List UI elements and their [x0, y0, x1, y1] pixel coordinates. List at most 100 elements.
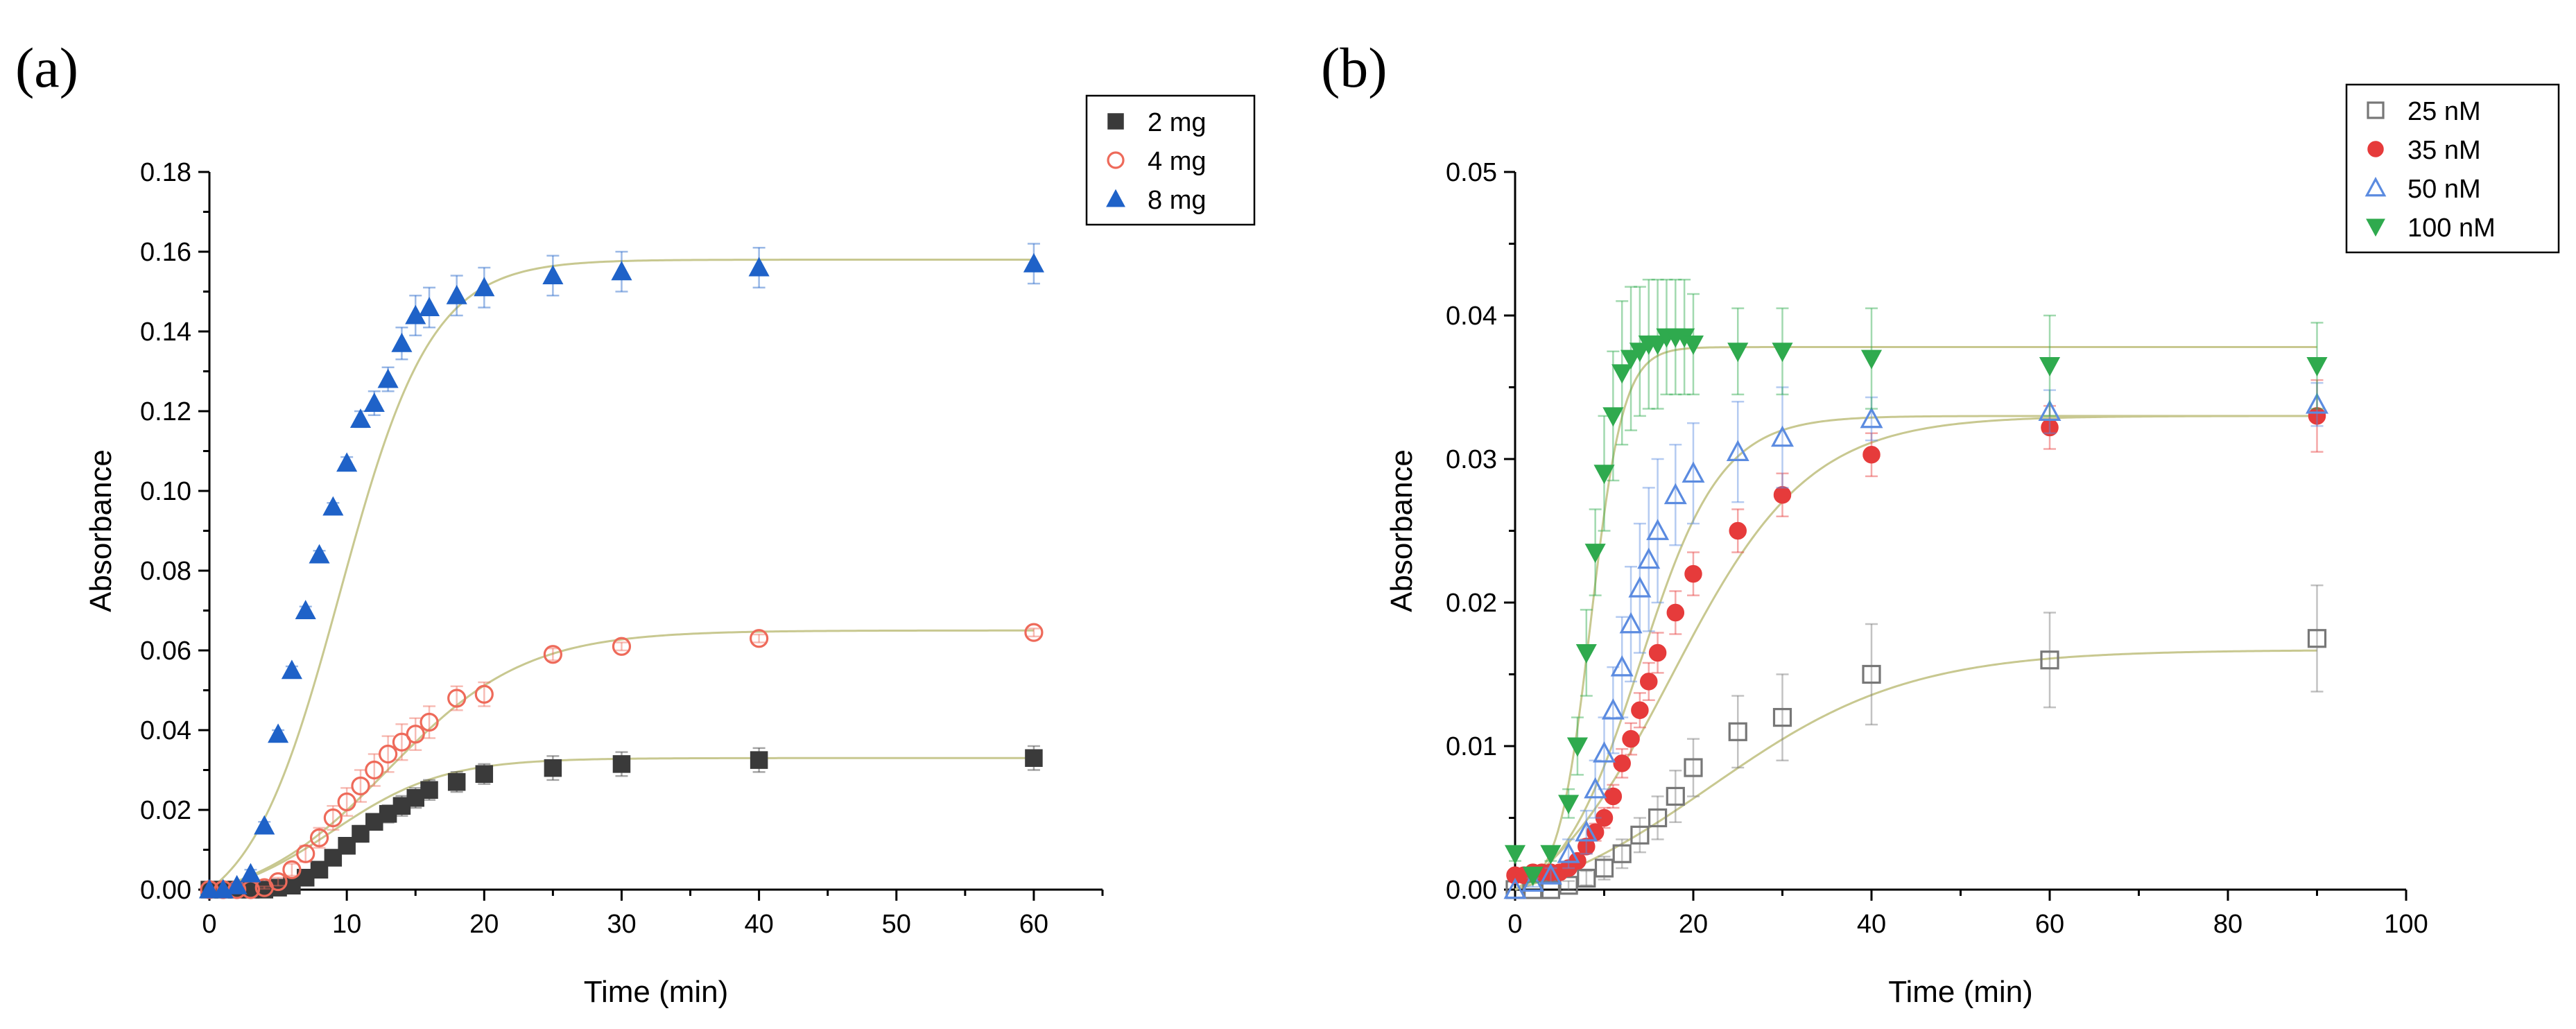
x-tick-label: 0	[1507, 910, 1522, 939]
legend-marker	[2367, 141, 2384, 157]
data-point	[268, 872, 288, 892]
data-point	[1539, 863, 1562, 885]
data-point	[1566, 737, 1589, 757]
data-point	[240, 863, 261, 883]
data-point	[351, 776, 370, 796]
data-point	[1684, 564, 1702, 583]
panel-b: (b) 0 20 40 60 80 100 0.00 0.01 0.02 0.03 0.04 0.05 T…	[1321, 36, 2560, 1009]
data-point	[612, 637, 632, 656]
y-tick-label: 0.05	[1446, 158, 1497, 187]
data-point	[1601, 698, 1625, 720]
panel-a: (a) 0 10 20 30 40 50 60 0.00 0.02 0.04 0.06 0.08 0.10…	[15, 36, 1256, 1009]
legend-marker	[2366, 218, 2385, 237]
y-tick-label: 0.06	[140, 637, 191, 666]
data-point	[2306, 356, 2328, 377]
data-point	[2039, 356, 2061, 377]
legend-label: 50 nM	[2408, 175, 2481, 204]
data-point	[750, 629, 769, 648]
series-8-mg	[198, 243, 1044, 899]
data-point	[1023, 252, 1044, 273]
y-tick-label: 0.00	[1446, 876, 1497, 905]
x-tick-label: 20	[1679, 910, 1708, 939]
data-point	[542, 265, 564, 284]
data-point	[309, 828, 329, 847]
data-point	[1682, 335, 1704, 355]
data-point	[1628, 576, 1652, 598]
fit-curve	[1514, 649, 2317, 891]
y-tick-label: 0.10	[140, 477, 191, 506]
data-point	[1640, 673, 1658, 691]
y-tick-label: 0.03	[1446, 445, 1497, 474]
data-point	[254, 815, 275, 835]
y-tick-label: 0.02	[1446, 589, 1497, 618]
data-point	[1647, 335, 1668, 355]
data-point	[447, 689, 467, 708]
data-point	[1646, 519, 1670, 540]
data-point	[1727, 343, 1749, 363]
data-point	[1860, 349, 1883, 370]
data-point	[1619, 612, 1643, 634]
data-point	[1862, 664, 1881, 684]
data-point	[1682, 461, 1705, 483]
data-point	[1860, 406, 1883, 429]
x-tick-label: 80	[2213, 910, 2242, 939]
x-axis-title: Time (min)	[1888, 975, 2033, 1009]
data-point	[349, 408, 372, 428]
legend-marker	[1107, 113, 1124, 130]
data-point	[268, 723, 289, 743]
y-axis-title: Absorbance	[84, 449, 118, 612]
y-tick-label: 0.08	[140, 557, 191, 586]
x-tick-label: 60	[2035, 910, 2064, 939]
data-point	[1629, 343, 1650, 363]
legend-marker	[2367, 101, 2385, 119]
data-point	[1620, 349, 1642, 370]
data-point	[1593, 741, 1616, 763]
panel-label: (a)	[15, 36, 78, 99]
data-point	[377, 368, 399, 388]
data-point	[1575, 820, 1598, 842]
data-point	[2038, 399, 2061, 422]
data-point	[1648, 808, 1668, 828]
data-point	[1595, 808, 1614, 827]
data-point	[1025, 749, 1043, 767]
data-point	[2040, 650, 2059, 670]
data-point	[1584, 544, 1606, 563]
panel-label: (b)	[1321, 36, 1388, 99]
data-point	[282, 860, 302, 879]
data-point	[1503, 877, 1527, 899]
data-point	[748, 257, 770, 277]
data-point	[1577, 838, 1596, 856]
data-point	[1631, 701, 1649, 719]
x-tick-label: 50	[882, 910, 911, 939]
data-point	[1637, 547, 1661, 569]
data-point	[446, 284, 467, 304]
legend-label: 25 nM	[2408, 97, 2481, 126]
data-point	[336, 452, 358, 472]
legend-label: 35 nM	[2408, 136, 2481, 165]
data-point	[1557, 842, 1580, 863]
x-tick-label: 40	[744, 910, 773, 939]
y-tick-label: 0.01	[1446, 732, 1497, 761]
data-point	[378, 744, 398, 764]
data-point	[1772, 343, 1793, 363]
legend-marker	[1106, 189, 1125, 207]
data-point	[406, 725, 425, 744]
data-point	[420, 712, 439, 732]
legend-marker	[1107, 151, 1125, 169]
x-tick-label: 40	[1857, 910, 1886, 939]
data-point	[1558, 795, 1580, 815]
fit-curve	[1514, 415, 2317, 891]
data-point	[1611, 364, 1633, 384]
data-point	[1773, 486, 1792, 504]
data-point	[295, 600, 316, 619]
data-point	[2307, 629, 2327, 648]
data-point	[750, 751, 768, 769]
data-point	[323, 808, 343, 828]
data-point	[1593, 465, 1615, 485]
data-point	[1577, 868, 1596, 888]
y-tick-label: 0.00	[140, 876, 191, 905]
data-point	[365, 760, 384, 780]
data-point	[543, 645, 562, 664]
data-point	[1024, 623, 1044, 642]
data-point	[309, 544, 330, 564]
